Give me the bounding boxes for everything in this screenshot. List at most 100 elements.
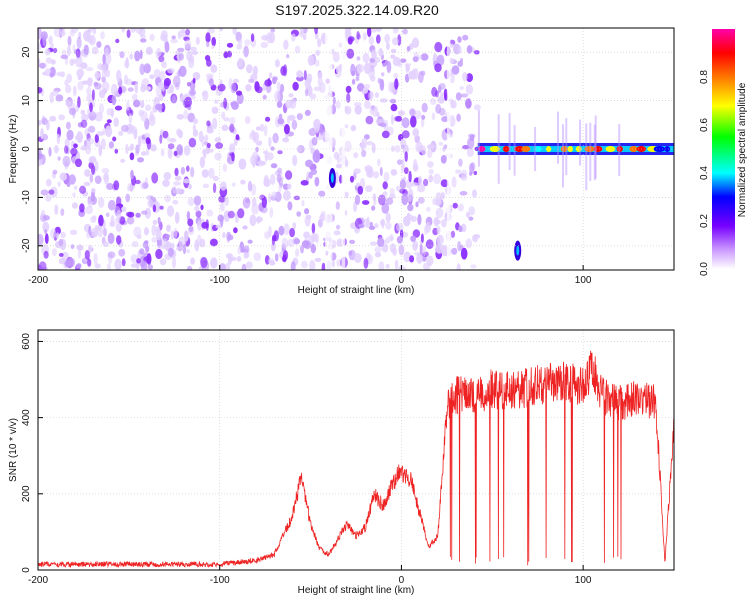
noise-speckle [335, 171, 339, 184]
noise-speckle [200, 204, 204, 211]
noise-speckle [232, 28, 237, 35]
noise-speckle [58, 252, 64, 257]
noise-speckle [130, 169, 134, 180]
noise-speckle [462, 145, 470, 150]
noise-speckle [226, 50, 232, 58]
noise-speckle [100, 31, 105, 40]
noise-speckle [224, 262, 231, 270]
noise-speckle [368, 225, 376, 230]
noise-speckle [273, 230, 279, 242]
noise-speckle [374, 246, 382, 253]
noise-speckle [70, 244, 75, 250]
noise-speckle [229, 143, 236, 155]
noise-speckle [409, 255, 415, 263]
noise-speckle [177, 47, 185, 53]
noise-speckle [281, 237, 289, 249]
noise-speckle [83, 181, 91, 187]
signal-peak [593, 146, 603, 152]
noise-speckle [293, 238, 301, 245]
noise-speckle [108, 141, 114, 149]
noise-speckle [232, 78, 239, 84]
noise-speckle [281, 256, 286, 262]
signal-streak [534, 126, 537, 172]
noise-speckle [319, 214, 325, 223]
noise-speckle [45, 194, 52, 202]
noise-speckle [261, 34, 269, 41]
noise-speckle [101, 81, 110, 92]
noise-speckle [355, 77, 360, 82]
noise-speckle [371, 142, 376, 154]
noise-speckle [314, 176, 320, 187]
colorbar-tick-label: 0.4 [699, 166, 710, 180]
noise-speckle [469, 171, 473, 176]
noise-speckle [66, 129, 74, 141]
noise-speckle [278, 225, 285, 236]
noise-speckle [220, 181, 227, 191]
noise-speckle [304, 77, 311, 89]
noise-speckle [457, 36, 462, 43]
noise-speckle [395, 185, 401, 192]
noise-speckle [145, 149, 150, 156]
colorbar-tick-label: 0.8 [699, 70, 710, 84]
noise-speckle [38, 153, 43, 160]
noise-speckle [264, 79, 272, 87]
noise-speckle [116, 209, 122, 220]
noise-speckle [187, 265, 193, 270]
noise-speckle [164, 194, 171, 203]
noise-speckle [398, 244, 405, 256]
noise-speckle [195, 36, 200, 46]
noise-speckle [211, 36, 216, 47]
noise-speckle [277, 118, 285, 125]
noise-speckle [349, 239, 356, 244]
noise-speckle [152, 204, 157, 213]
noise-speckle [345, 85, 352, 94]
noise-speckle [167, 67, 175, 74]
noise-speckle [184, 39, 192, 50]
noise-speckle [116, 69, 122, 82]
noise-speckle [392, 28, 399, 34]
noise-speckle [140, 100, 145, 109]
noise-speckle [151, 172, 159, 184]
figure-title: S197.2025.322.14.09.R20 [275, 2, 439, 18]
noise-speckle [178, 52, 184, 61]
noise-speckle [88, 125, 96, 133]
noise-speckle [87, 258, 92, 267]
signal-peak [560, 146, 568, 152]
noise-speckle [423, 262, 431, 270]
noise-speckle [296, 211, 302, 217]
noise-speckle [66, 73, 73, 84]
noise-speckle [221, 111, 226, 120]
colorbar-ticks: 0.0 0.2 0.4 0.6 0.8 [699, 70, 710, 276]
noise-speckle [155, 248, 163, 260]
noise-speckle [285, 99, 293, 109]
noise-speckle [407, 203, 414, 212]
noise-speckle [314, 59, 320, 67]
noise-speckle [96, 131, 105, 136]
noise-speckle [274, 253, 279, 262]
noise-speckle [231, 101, 239, 110]
noise-speckle [434, 219, 441, 225]
noise-speckle [399, 179, 406, 190]
noise-speckle [291, 33, 296, 42]
signal-streak [593, 124, 596, 181]
noise-speckle [382, 181, 388, 190]
noise-speckle [369, 222, 373, 227]
noise-speckle [141, 260, 148, 270]
noise-speckle [362, 200, 370, 205]
noise-speckle [413, 158, 418, 170]
noise-speckle [114, 148, 119, 154]
noise-speckle [459, 191, 468, 196]
noise-speckle [210, 64, 218, 73]
noise-speckle [276, 101, 283, 108]
noise-speckle [41, 117, 48, 126]
noise-speckle [52, 169, 58, 175]
noise-speckle [367, 28, 372, 38]
noise-speckle [371, 205, 376, 211]
noise-speckle [465, 98, 472, 109]
noise-speckle [119, 51, 125, 59]
noise-speckle [256, 216, 263, 223]
noise-speckle [89, 173, 94, 183]
noise-speckle [371, 28, 377, 33]
noise-speckle [172, 185, 177, 194]
noise-speckle [121, 124, 129, 132]
